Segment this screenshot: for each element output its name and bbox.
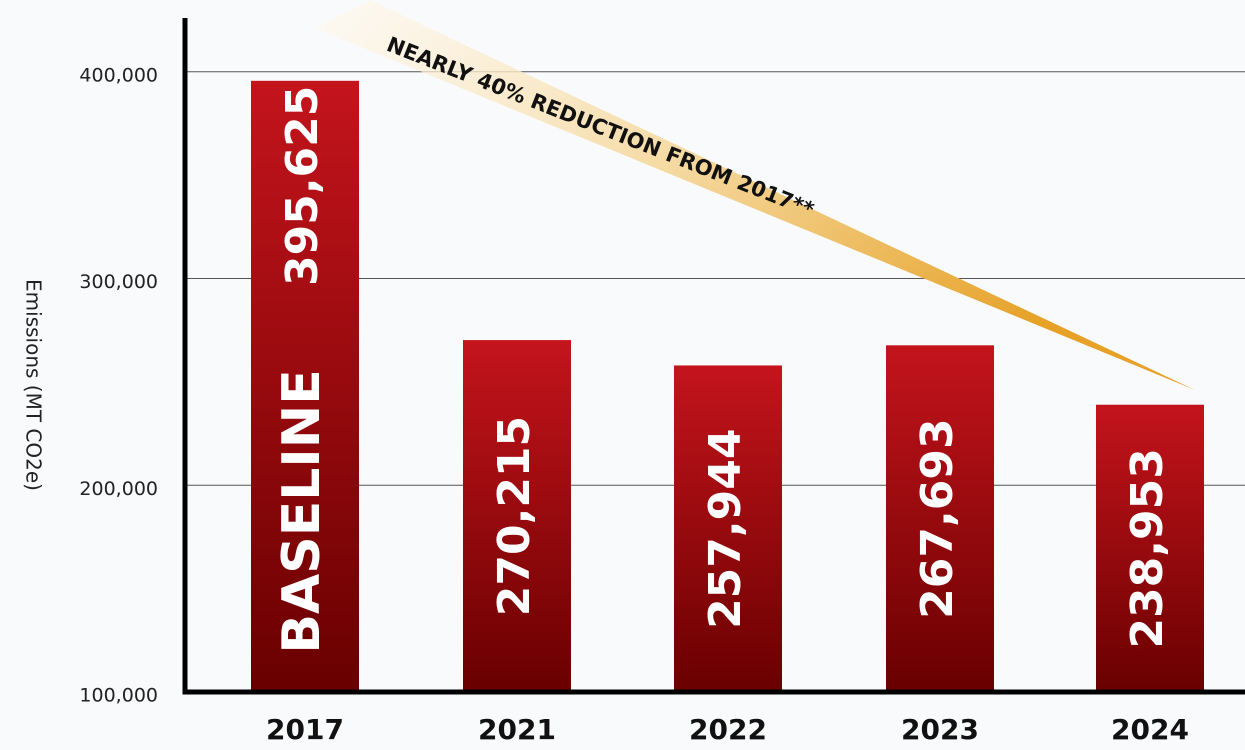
reduction-arrow xyxy=(315,0,1195,390)
x-tick-label: 2022 xyxy=(689,713,767,746)
bar xyxy=(886,345,994,692)
bar xyxy=(674,365,782,692)
y-tick-label: 300,000 xyxy=(79,271,158,293)
value-label: 270,215 xyxy=(489,416,540,616)
value-label: 267,693 xyxy=(912,418,963,618)
x-tick-label: 2023 xyxy=(901,713,979,746)
baseline-label: BASELINE xyxy=(272,369,332,653)
bar xyxy=(463,340,571,692)
bar xyxy=(251,80,359,692)
y-axis-label: Emissions (MT CO2e) xyxy=(22,279,46,491)
x-tick-label: 2017 xyxy=(266,713,344,746)
value-label: 238,953 xyxy=(1122,448,1173,648)
y-tick-label: 200,000 xyxy=(79,478,158,500)
bar xyxy=(1096,404,1204,692)
x-tick-label: 2021 xyxy=(478,713,556,746)
y-tick-label: 400,000 xyxy=(79,64,158,86)
y-tick-label: 100,000 xyxy=(79,685,158,707)
value-label: 257,944 xyxy=(700,429,751,629)
value-label: 395,625 xyxy=(277,86,328,286)
x-tick-label: 2024 xyxy=(1111,713,1189,746)
